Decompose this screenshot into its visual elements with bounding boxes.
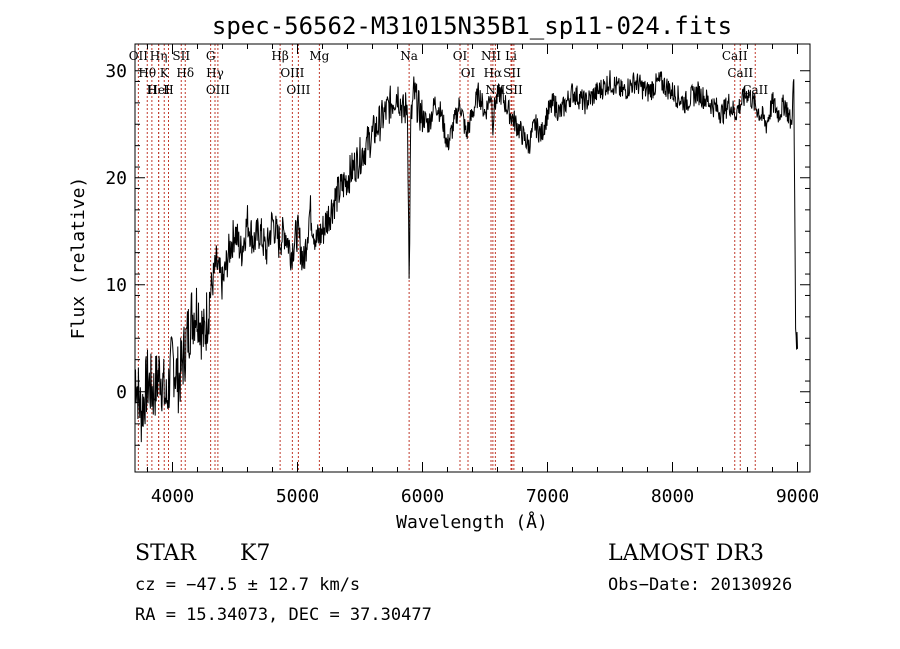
line-label-19: Hα (484, 66, 503, 80)
line-label-22: SII (503, 66, 521, 80)
spectrum-line (134, 70, 798, 443)
x-axis-ticks: 4000 5000 6000 7000 8000 9000 (147, 44, 819, 507)
x-tick-label-5: 9000 (776, 486, 819, 507)
line-label-12: Hβ (271, 49, 288, 63)
x-tick-label-1: 5000 (276, 486, 319, 507)
y-axis-ticks: 0 10 20 30 (105, 61, 810, 446)
y-tick-label-0: 0 (116, 382, 127, 403)
line-label-5: K (160, 66, 170, 80)
y-tick-label-2: 20 (105, 168, 127, 189)
line-label-9: OIII (206, 83, 230, 97)
x-axis-label: Wavelength (Å) (396, 511, 548, 533)
survey-name: LAMOST DR3 (608, 541, 764, 566)
line-label-13: OIII (280, 66, 304, 80)
line-label-25: CaII (722, 49, 748, 63)
x-tick-label-2: 6000 (401, 486, 444, 507)
y-tick-label-3: 30 (105, 61, 127, 82)
observation-date: Obs−Date: 20130926 (608, 575, 792, 595)
y-axis-label: Flux (relative) (68, 177, 89, 340)
line-label-16: Na (400, 49, 418, 63)
line-label-17: OI (453, 49, 468, 63)
spectrum-series (134, 70, 798, 443)
line-label-10: Hγ (206, 66, 224, 80)
line-label-11: G (206, 49, 216, 63)
line-label-23: SII (505, 83, 523, 97)
chart-title: spec-56562-M31015N35B1_sp11-024.fits (212, 12, 732, 40)
line-label-14: OIII (286, 83, 310, 97)
line-label-4: Hη (150, 49, 168, 63)
spectral-line-markers (137, 44, 756, 472)
x-tick-label-0: 4000 (151, 486, 194, 507)
line-label-26: CaII (727, 66, 753, 80)
line-label-7: SII (172, 49, 190, 63)
line-label-1: H (147, 83, 157, 97)
line-label-24: Li (505, 49, 517, 63)
line-label-2: OII (129, 49, 149, 63)
line-label-18: OI (461, 66, 476, 80)
line-label-8: Hδ (176, 66, 194, 80)
line-label-20: NII (481, 49, 501, 63)
coordinates: RA = 15.34073, DEC = 37.30477 (135, 605, 432, 625)
line-label-15: Mg (309, 49, 329, 63)
y-tick-label-1: 10 (105, 275, 127, 296)
x-tick-label-3: 7000 (526, 486, 569, 507)
plot-frame (134, 43, 811, 473)
object-class: STAR (135, 541, 197, 566)
object-subclass: K7 (240, 541, 270, 566)
redshift-velocity: cz = −47.5 ± 12.7 km/s (135, 575, 360, 595)
line-label-6: H (163, 83, 173, 97)
line-label-0: Hθ (138, 66, 156, 80)
line-label-3: HeI (147, 83, 170, 97)
x-tick-label-4: 8000 (651, 486, 694, 507)
